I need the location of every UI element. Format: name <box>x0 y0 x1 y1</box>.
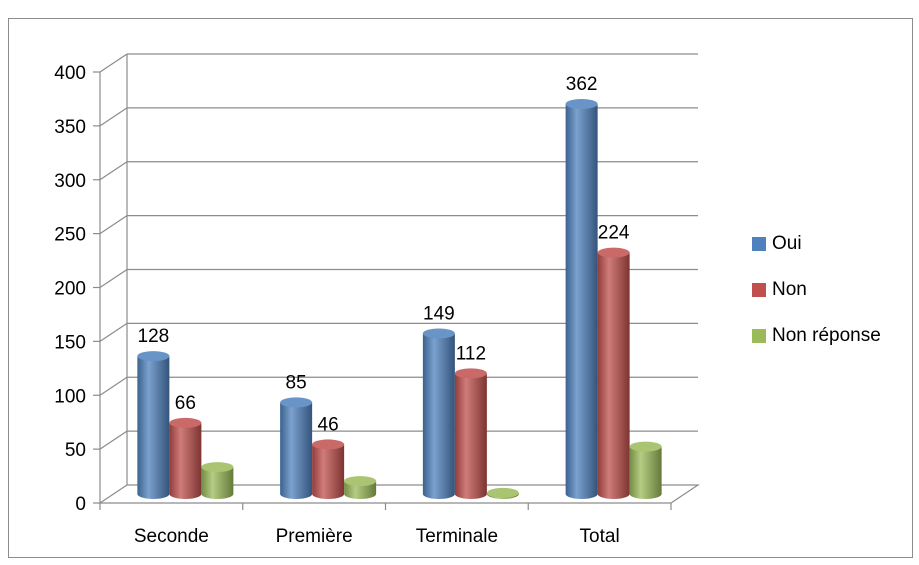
y-tick-label: 100 <box>54 386 86 407</box>
bar-oui-total-body <box>565 103 598 499</box>
bar-oui-terminale-body <box>422 333 455 499</box>
data-label-non-seconde: 66 <box>175 393 196 414</box>
grid-diagonal <box>99 161 128 181</box>
bar-non-reponse-seconde-top <box>201 462 234 473</box>
data-label-oui-total: 362 <box>566 74 598 95</box>
data-label-non-total: 224 <box>598 223 630 244</box>
y-tick-label: 350 <box>54 117 86 138</box>
data-label-oui-terminale: 149 <box>423 303 455 324</box>
data-label-oui-seconde: 128 <box>138 326 170 347</box>
legend: Oui Non Non réponse <box>752 232 881 370</box>
bar-non-premiere-top <box>312 439 345 450</box>
y-tick-label: 50 <box>65 440 86 461</box>
bar-non-terminale-body <box>454 373 487 499</box>
bar-oui-terminale <box>422 328 455 499</box>
bar-non-total-body <box>597 252 630 499</box>
legend-item-oui: Oui <box>752 232 881 256</box>
data-label-oui-premiere: 85 <box>286 372 307 393</box>
bar-non-reponse-total-body <box>629 446 662 499</box>
legend-item-non: Non <box>752 278 881 302</box>
legend-swatch-oui <box>752 237 766 251</box>
floor <box>98 484 700 504</box>
x-tick-label: Terminale <box>416 526 498 547</box>
legend-item-non-reponse: Non réponse <box>752 324 881 348</box>
grid-diagonal <box>99 376 128 396</box>
bar-non-seconde-top <box>169 417 202 428</box>
x-tick-label: Première <box>276 526 353 547</box>
data-label-non-premiere: 46 <box>318 414 339 435</box>
bar-non-seconde <box>169 417 202 499</box>
grid-diagonal <box>99 430 128 450</box>
bar-non-reponse-seconde <box>201 462 234 499</box>
bar-non-terminale-top <box>454 368 487 379</box>
bar-non-seconde-body <box>169 422 202 499</box>
bar-non-premiere-body <box>312 444 345 499</box>
legend-label-oui: Oui <box>772 233 802 254</box>
y-tick-label: 250 <box>54 225 86 246</box>
bar-non-reponse-premiere-body <box>344 481 377 499</box>
bar-non-terminale <box>454 368 487 499</box>
bar-oui-premiere <box>280 397 313 499</box>
y-tick-label: 300 <box>54 171 86 192</box>
y-tick-label: 400 <box>54 63 86 84</box>
bar-non-reponse-total-top <box>629 441 662 452</box>
y-tick-label: 200 <box>54 279 86 300</box>
y-tick-label: 0 <box>75 494 86 515</box>
bar-oui-total-top <box>565 98 598 109</box>
bar-non-reponse-terminale <box>486 487 519 499</box>
bar-non-reponse-premiere-top <box>344 476 377 487</box>
grid-diagonal <box>99 322 128 342</box>
bar-non-total-top <box>597 247 630 258</box>
bars <box>137 98 662 499</box>
bar-oui-seconde <box>137 351 170 499</box>
bar-non-premiere <box>312 439 345 499</box>
bar-oui-premiere-body <box>280 402 313 499</box>
bar-oui-seconde-top <box>137 351 170 362</box>
bar-non-reponse-total <box>629 441 662 499</box>
bar-oui-premiere-top <box>280 397 313 408</box>
grid-diagonal <box>99 53 128 73</box>
grid-diagonal <box>99 107 128 127</box>
grid-diagonal <box>99 215 128 235</box>
legend-swatch-non <box>752 283 766 297</box>
bar-non-reponse-premiere <box>344 476 377 499</box>
bar-oui-total <box>565 98 598 499</box>
x-tick-label: Seconde <box>134 526 209 547</box>
bar-non-reponse-seconde-body <box>201 467 234 499</box>
data-label-non-terminale: 112 <box>456 343 486 364</box>
y-tick-label: 150 <box>54 332 86 353</box>
bar-non-reponse-terminale-top <box>486 487 519 498</box>
legend-label-non: Non <box>772 279 807 300</box>
bar-oui-terminale-top <box>422 328 455 339</box>
legend-swatch-non-reponse <box>752 329 766 343</box>
grid-diagonal <box>99 269 128 288</box>
bar-oui-seconde-body <box>137 356 170 499</box>
axes: 0 50 100 150 200 250 300 350 400 Seconde Première T… <box>54 54 700 547</box>
x-tick-label: Total <box>580 526 620 547</box>
bar-non-total <box>597 247 630 499</box>
legend-label-non-reponse: Non réponse <box>772 325 881 346</box>
